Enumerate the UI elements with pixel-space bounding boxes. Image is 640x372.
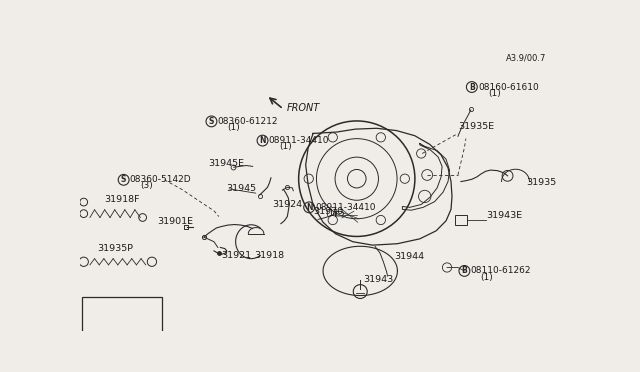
Text: 31901E: 31901E: [157, 217, 193, 226]
Text: B: B: [469, 83, 475, 92]
Text: 08360-5142D: 08360-5142D: [130, 175, 191, 185]
Text: N: N: [306, 203, 312, 212]
Text: (1): (1): [481, 273, 493, 282]
Text: 31943E: 31943E: [486, 211, 522, 221]
Text: 08160-61610: 08160-61610: [478, 83, 539, 92]
Text: 31945E: 31945E: [208, 159, 244, 168]
Text: N: N: [259, 136, 266, 145]
Bar: [83, 297, 162, 372]
Text: 31935E: 31935E: [458, 122, 494, 131]
Text: 31935P: 31935P: [97, 244, 133, 253]
Text: (1): (1): [228, 123, 241, 132]
Text: 31924: 31924: [273, 200, 303, 209]
Text: S: S: [121, 175, 126, 185]
Text: 31944: 31944: [394, 251, 424, 260]
Text: 08110-61262: 08110-61262: [470, 266, 531, 275]
Text: 31918F: 31918F: [104, 195, 140, 204]
Text: FRONT: FRONT: [287, 103, 320, 113]
Text: (3): (3): [140, 182, 153, 190]
Text: 31943: 31943: [363, 275, 393, 284]
Text: (1): (1): [325, 209, 338, 218]
Text: 08911-34410: 08911-34410: [316, 203, 376, 212]
Text: 31935: 31935: [527, 178, 557, 187]
Text: B: B: [461, 266, 467, 275]
Text: 08360-61212: 08360-61212: [218, 117, 278, 126]
Text: 08911-34410: 08911-34410: [269, 136, 329, 145]
Text: 31970: 31970: [313, 207, 343, 216]
Text: A3.9/00.7: A3.9/00.7: [506, 54, 547, 63]
Text: 31921: 31921: [221, 251, 252, 260]
Text: (1): (1): [488, 89, 501, 98]
Bar: [455, 215, 467, 225]
Text: S: S: [209, 117, 214, 126]
Text: 31945: 31945: [227, 184, 257, 193]
Text: (1): (1): [279, 142, 292, 151]
Text: 31918: 31918: [255, 251, 285, 260]
